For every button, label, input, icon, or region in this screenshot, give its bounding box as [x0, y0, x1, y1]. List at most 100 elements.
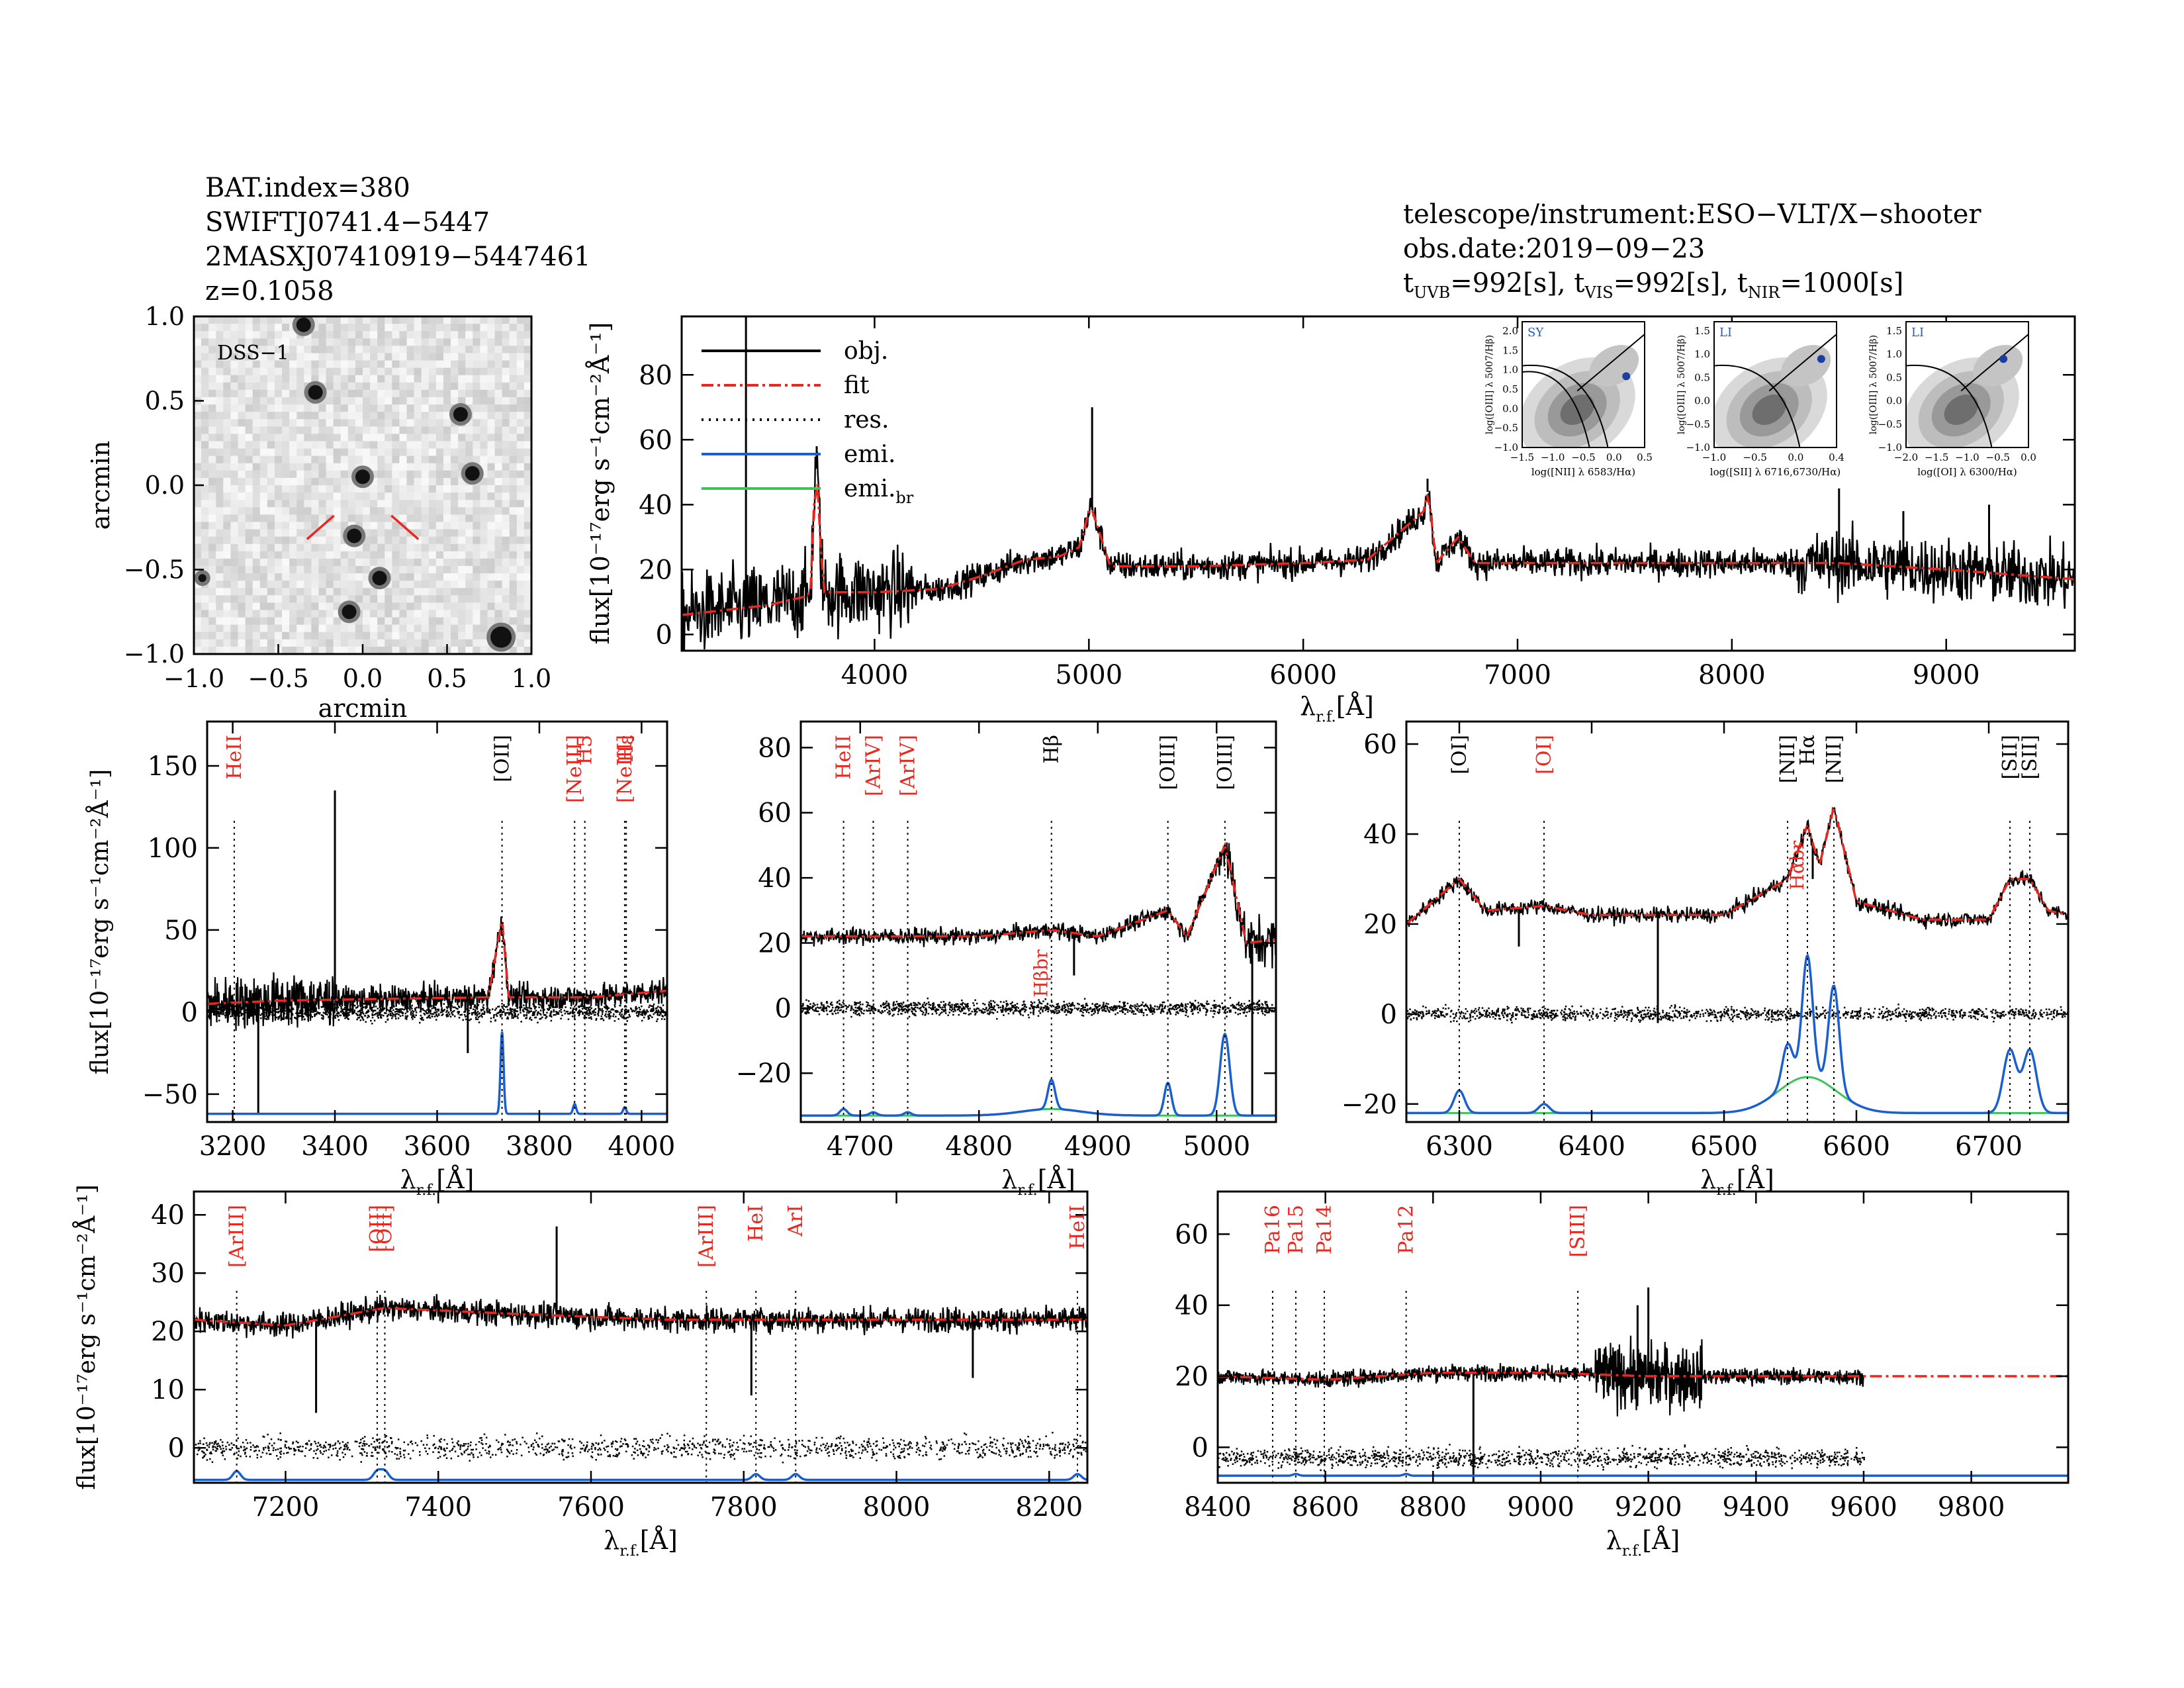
- image-pixel: [311, 316, 319, 324]
- image-pixel: [274, 397, 283, 405]
- image-pixel: [326, 331, 334, 339]
- image-pixel: [523, 426, 531, 434]
- image-pixel: [347, 639, 356, 647]
- image-pixel: [355, 404, 363, 412]
- image-pixel: [502, 595, 510, 603]
- image-pixel: [523, 331, 531, 339]
- image-pixel: [385, 324, 392, 332]
- image-pixel: [223, 375, 231, 383]
- image-pixel: [487, 346, 496, 353]
- image-pixel: [494, 522, 503, 530]
- x-tick-label: 8600: [1292, 1492, 1359, 1523]
- image-pixel: [473, 514, 480, 522]
- image-pixel: [296, 551, 304, 559]
- image-pixel: [392, 543, 400, 552]
- image-pixel: [502, 419, 510, 427]
- image-pixel: [274, 514, 283, 522]
- x-tick-label: 5000: [1183, 1131, 1250, 1162]
- image-pixel: [311, 646, 319, 654]
- image-pixel: [458, 573, 466, 581]
- image-pixel: [451, 543, 459, 552]
- image-pixel: [516, 595, 525, 603]
- image-pixel: [363, 367, 371, 376]
- image-pixel: [428, 346, 437, 353]
- image-pixel: [223, 558, 231, 567]
- image-pixel: [282, 419, 290, 427]
- demarcation-curve: [1906, 364, 1993, 447]
- image-pixel: [194, 602, 202, 610]
- image-pixel: [428, 610, 437, 618]
- image-pixel: [347, 367, 356, 376]
- image-pixel: [216, 529, 224, 538]
- line-label: HeII: [833, 735, 856, 780]
- image-pixel: [523, 375, 531, 383]
- image-pixel: [509, 389, 518, 398]
- image-pixel: [274, 595, 283, 603]
- image-pixel: [267, 477, 275, 486]
- image-pixel: [296, 588, 304, 596]
- image-pixel: [473, 448, 480, 457]
- image-pixel: [201, 551, 209, 559]
- image-pixel: [289, 588, 297, 596]
- plot-area: [1406, 806, 2068, 1115]
- image-pixel: [289, 470, 297, 479]
- image-pixel: [340, 639, 349, 647]
- emi-broad-curve: [1406, 1076, 2068, 1114]
- image-pixel: [377, 610, 385, 618]
- image-pixel: [311, 338, 319, 346]
- image-pixel: [494, 588, 503, 596]
- image-pixel: [252, 382, 261, 391]
- image-pixel: [347, 389, 356, 398]
- image-pixel: [509, 441, 518, 449]
- image-pixel: [274, 602, 283, 610]
- image-pixel: [494, 610, 503, 618]
- image-pixel: [311, 485, 319, 493]
- image-pixel: [208, 316, 216, 324]
- image-pixel: [238, 382, 246, 391]
- bpt-plot: [1522, 322, 1645, 447]
- image-pixel: [326, 470, 334, 479]
- image-pixel: [340, 382, 349, 391]
- image-pixel: [267, 492, 275, 500]
- image-pixel: [259, 367, 268, 376]
- image-pixel: [487, 324, 496, 332]
- image-pixel: [509, 455, 518, 464]
- image-pixel: [473, 426, 480, 434]
- image-pixel: [392, 522, 400, 530]
- image-pixel: [318, 624, 327, 633]
- image-pixel: [392, 463, 400, 471]
- image-pixel: [245, 565, 253, 574]
- image-pixel: [502, 360, 510, 369]
- image-pixel: [509, 448, 518, 457]
- image-pixel: [289, 455, 297, 464]
- image-pixel: [363, 543, 371, 552]
- image-pixel: [516, 573, 525, 581]
- image-pixel: [399, 624, 408, 633]
- image-pixel: [435, 551, 444, 559]
- image-pixel: [296, 595, 304, 603]
- image-pixel: [311, 441, 319, 449]
- image-pixel: [428, 455, 437, 464]
- image-pixel: [230, 624, 239, 633]
- image-pixel: [494, 397, 503, 405]
- image-pixel: [326, 573, 334, 581]
- image-pixel: [274, 470, 283, 479]
- image-pixel: [443, 397, 451, 405]
- image-pixel: [194, 551, 202, 559]
- image-pixel: [318, 529, 327, 538]
- image-pixel: [399, 610, 408, 618]
- image-pixel: [230, 514, 239, 522]
- image-pixel: [230, 448, 239, 457]
- image-pixel: [252, 632, 261, 640]
- image-pixel: [245, 536, 253, 545]
- image-pixel: [414, 477, 422, 486]
- image-pixel: [274, 455, 283, 464]
- image-pixel: [487, 367, 496, 376]
- image-pixel: [252, 522, 261, 530]
- image-pixel: [311, 500, 319, 508]
- image-pixel: [267, 500, 275, 508]
- image-pixel: [421, 448, 430, 457]
- image-pixel: [385, 485, 392, 493]
- image-pixel: [289, 543, 297, 552]
- image-pixel: [458, 617, 466, 626]
